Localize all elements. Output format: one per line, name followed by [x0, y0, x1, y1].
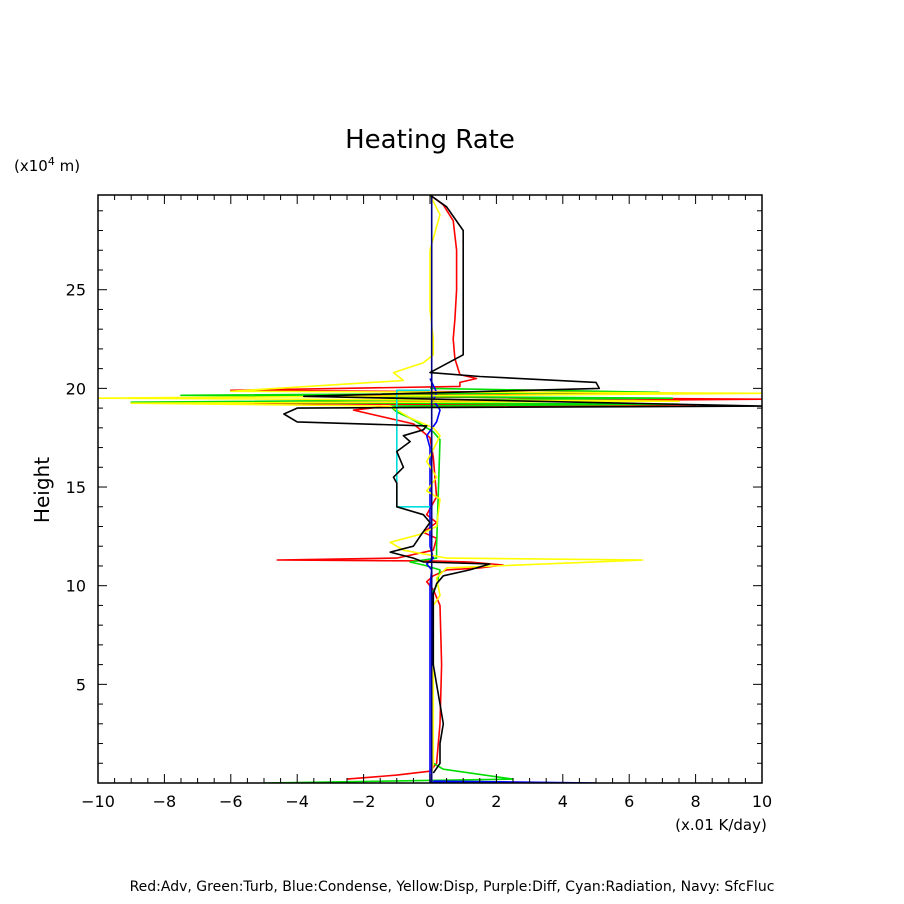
y-unit-suffix: m) [55, 157, 80, 175]
y-axis-label: Height [30, 457, 54, 523]
x-tick-label: −4 [285, 792, 309, 811]
y-tick-label: 10 [66, 577, 86, 596]
x-tick-label: −8 [153, 792, 177, 811]
series-line-disp [98, 195, 762, 774]
y-unit-prefix: (x10 [14, 157, 48, 175]
x-tick-label: −10 [81, 792, 115, 811]
x-tick-label: 8 [691, 792, 701, 811]
chart-title: Heating Rate [345, 125, 515, 155]
x-tick-label: 0 [425, 792, 435, 811]
legend-footnote: Red:Adv, Green:Turb, Blue:Condense, Yell… [130, 879, 775, 895]
series-line-total [283, 195, 762, 774]
series-line-condense [425, 378, 597, 783]
y-tick-label: 25 [66, 281, 86, 300]
y-unit-exponent: 4 [48, 155, 55, 168]
series-line-turb [130, 387, 680, 783]
x-tick-label: 10 [752, 792, 772, 811]
y-tick-label: 5 [76, 675, 86, 694]
x-tick-label: 6 [624, 792, 634, 811]
y-unit-label: (x104 m) [14, 155, 80, 175]
series-line-radiation [395, 389, 430, 508]
series-line-adv [230, 195, 762, 780]
tick-layer: −10 −8 −6 −4 −2 0 2 4 6 8 10 5 10 15 20 25 [66, 195, 772, 811]
y-tick-label: 15 [66, 478, 86, 497]
x-tick-label: −2 [352, 792, 376, 811]
x-tick-label: 4 [558, 792, 568, 811]
x-tick-label: 2 [491, 792, 501, 811]
x-tick-label: −6 [219, 792, 243, 811]
series-layer [98, 195, 762, 783]
y-tick-label: 20 [66, 379, 86, 398]
x-unit-label: (x.01 K/day) [675, 816, 767, 834]
